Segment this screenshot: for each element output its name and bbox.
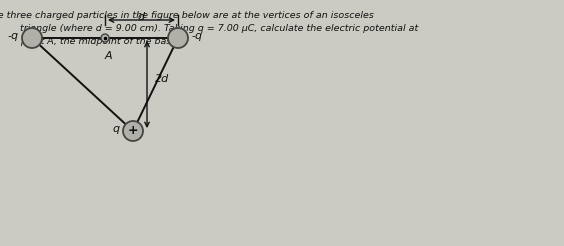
Text: A: A bbox=[104, 51, 112, 61]
Circle shape bbox=[101, 34, 109, 42]
Text: point A, the midpoint of the base.: point A, the midpoint of the base. bbox=[20, 37, 180, 46]
Text: -q: -q bbox=[8, 31, 19, 41]
Circle shape bbox=[22, 28, 42, 48]
Text: 2d: 2d bbox=[155, 75, 169, 84]
Text: q: q bbox=[113, 124, 120, 134]
Text: triangle (where d = 9.00 cm). Taking q = 7.00 μC, calculate the electric potenti: triangle (where d = 9.00 cm). Taking q =… bbox=[20, 24, 418, 33]
Circle shape bbox=[168, 28, 188, 48]
Text: d: d bbox=[138, 12, 145, 22]
Text: -q: -q bbox=[191, 31, 202, 41]
Text: The three charged particles in the figure below are at the vertices of an isosce: The three charged particles in the figur… bbox=[0, 11, 374, 20]
Circle shape bbox=[123, 121, 143, 141]
Text: +: + bbox=[127, 124, 138, 138]
